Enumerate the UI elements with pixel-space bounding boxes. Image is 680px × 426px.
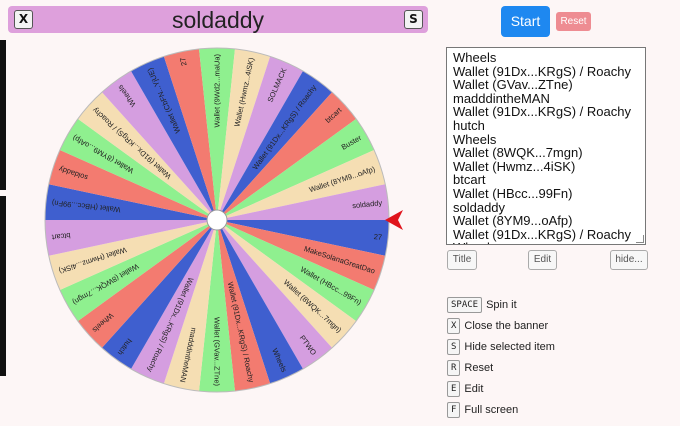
start-button[interactable]: Start xyxy=(501,6,550,37)
edit-button[interactable]: Edit xyxy=(528,250,557,270)
wheel-segment-label: btcart xyxy=(51,231,72,242)
shortcut-row: S Hide selected item xyxy=(447,336,555,355)
shortcut-description: Edit xyxy=(464,382,484,395)
wheel-segment xyxy=(131,56,217,220)
wheel-segment xyxy=(101,71,217,220)
shortcut-row: X Close the banner xyxy=(447,315,549,334)
wheel-segment xyxy=(217,220,357,348)
entry-line: Wheels xyxy=(453,131,497,147)
wheel-segment xyxy=(217,184,389,220)
wheel-segment-label: soldaddy xyxy=(352,198,383,210)
left-edge-bar-top xyxy=(0,40,6,190)
entry-line: hutch xyxy=(453,117,485,133)
entry-line: Wallet (Hwmz...4iSK) xyxy=(453,158,576,174)
wheel-segment xyxy=(77,220,217,348)
wheel-segment xyxy=(217,71,333,220)
banner-hide-button[interactable]: S xyxy=(404,10,423,29)
entry-line: soldaddy xyxy=(453,199,506,215)
shortcut-description: Spin it xyxy=(486,298,517,311)
shortcut-key: E xyxy=(447,380,461,397)
wheel-segment xyxy=(45,220,217,256)
wheel-segment xyxy=(101,220,217,369)
shortcut-key: S xyxy=(447,338,461,355)
entries-list: Wheels Wallet (91Dx...KRgS) / Roachy Walle… xyxy=(447,48,645,244)
wheel-segment xyxy=(217,220,303,384)
entry-line: Wallet (91Dx...KRgS) / Roachy xyxy=(453,63,631,79)
wheel-segment xyxy=(59,118,218,220)
entry-line: madddintheMAN xyxy=(453,90,550,106)
wheel-segment xyxy=(217,118,375,220)
shortcut-key: X xyxy=(447,317,461,334)
wheel-segment xyxy=(217,56,303,220)
wheel-segment xyxy=(217,220,389,256)
shortcut-description: Close the banner xyxy=(464,319,549,332)
wheel-segment xyxy=(163,48,217,220)
shortcut-description: Hide selected item xyxy=(464,340,555,353)
reset-button[interactable]: Reset xyxy=(556,12,591,31)
wheel-segment-label: Wallet (GVav...ZTne) xyxy=(213,317,222,387)
entry-line: Wheels xyxy=(453,241,639,244)
wheel-segment xyxy=(217,220,271,392)
shortcut-row: SPACE Spin it xyxy=(447,294,517,313)
entry-line: Wheels xyxy=(453,50,497,65)
entry-line: Wallet (GVav...ZTne) xyxy=(453,77,573,93)
wheel-segment xyxy=(77,92,217,220)
wheel-pointer xyxy=(385,210,403,230)
banner-close-button[interactable]: X xyxy=(14,10,33,29)
wheel-segment xyxy=(48,220,218,290)
wheel-segment xyxy=(217,220,333,369)
shortcut-row: E Edit xyxy=(447,378,484,397)
wheel-segment xyxy=(45,184,217,220)
wheel-segment xyxy=(131,220,217,384)
wheel-segment xyxy=(217,150,386,220)
shortcut-row: F Full screen xyxy=(447,399,519,418)
wheel-segment xyxy=(199,47,235,220)
wheel-segment-label: 27 xyxy=(373,232,382,242)
banner: X soldaddy S xyxy=(8,6,428,33)
wheel-segment xyxy=(217,48,271,220)
wheel-segments xyxy=(45,47,389,393)
left-edge-bar-bottom xyxy=(0,196,6,376)
wheel-segment xyxy=(217,92,357,220)
wheel-segment xyxy=(217,220,386,290)
entries-textarea[interactable]: Wheels Wallet (91Dx...KRgS) / Roachy Walle… xyxy=(446,47,646,245)
wheel-segment xyxy=(217,220,375,322)
wheel-center-hub xyxy=(206,209,228,231)
wheel-segment xyxy=(59,220,218,322)
entry-line: Wallet (8YM9...oAfp) xyxy=(453,213,573,229)
entry-line: btcart xyxy=(453,172,486,188)
wheel-segment xyxy=(48,150,218,220)
entry-line: Wallet (8WQK...7mgn) xyxy=(453,145,583,161)
wheel-segment xyxy=(199,220,235,393)
entry-line: Wallet (91Dx...KRgS) / Roachy xyxy=(453,104,631,120)
shortcut-row: R Reset xyxy=(447,357,494,376)
shortcut-key: SPACE xyxy=(447,296,483,313)
banner-title: soldaddy xyxy=(171,7,265,33)
resize-grip-icon[interactable] xyxy=(636,235,644,243)
wheel-segment xyxy=(163,220,217,392)
shortcut-description: Full screen xyxy=(464,403,519,416)
wheel-segment-label: 27 xyxy=(178,57,189,67)
shortcut-key: R xyxy=(447,359,461,376)
entry-line: Wallet (91Dx...KRgS) / Roachy xyxy=(453,226,631,242)
shortcut-key: F xyxy=(447,401,461,418)
entry-line: Wallet (HBcc...99Fn) xyxy=(453,185,573,201)
wheel-segment-label: Wallet (9Wd2...maUa) xyxy=(213,54,222,128)
shortcut-description: Reset xyxy=(464,361,494,374)
hide-button[interactable]: hide... xyxy=(610,250,648,270)
title-button[interactable]: Title xyxy=(447,250,477,270)
